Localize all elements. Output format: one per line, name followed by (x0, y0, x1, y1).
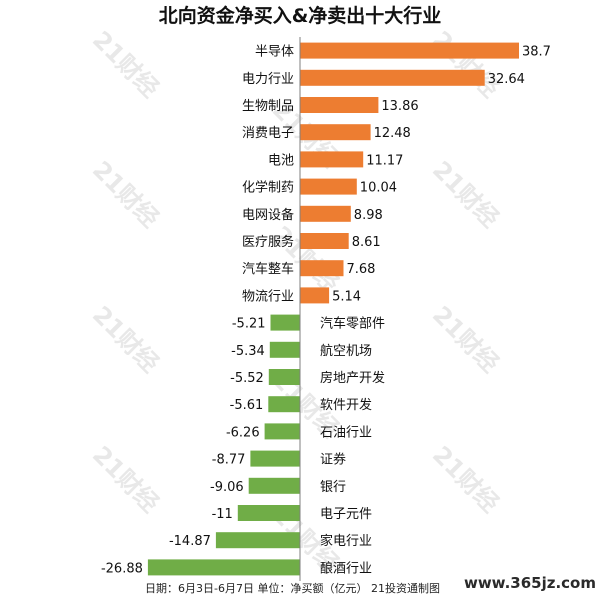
category-label: 化学制药 (242, 180, 294, 196)
bar (215, 532, 300, 549)
watermark: 21财经 (427, 156, 504, 233)
value-labels: 38.7 32.64 13.86 12.48 11.17 10.04 8.98 8.61 7.6… (101, 45, 551, 577)
watermark: 21财经 (427, 26, 504, 103)
category-label: 汽车零部件 (320, 316, 385, 332)
bar (300, 178, 357, 195)
category-label: 汽车整车 (242, 261, 294, 277)
category-label: 电力行业 (242, 72, 294, 87)
value-label: 5.14 (332, 289, 361, 304)
chart-title: 北向资金净买入&净卖出十大行业 (159, 4, 442, 27)
value-label: -9.06 (210, 480, 244, 495)
bar (300, 124, 371, 141)
watermark: 21财经 (427, 441, 504, 518)
value-label: 11.17 (366, 153, 403, 168)
category-label: 石油行业 (320, 425, 372, 440)
bar (300, 69, 485, 86)
watermark: 21财经 (427, 301, 504, 378)
bar (250, 450, 300, 467)
watermark: 21财经 (267, 221, 344, 298)
bar (300, 151, 364, 168)
bar (270, 314, 300, 331)
category-label: 生物制品 (242, 99, 294, 114)
value-label: 7.68 (347, 262, 376, 277)
category-label: 半导体 (255, 45, 294, 60)
bar (147, 559, 300, 576)
bar (248, 477, 300, 494)
footer-note: 日期：6月3日-6月7日 单位：净买额（亿元） 21投资通制图 (145, 581, 440, 595)
value-label: -14.87 (169, 534, 211, 549)
category-label: 酿酒行业 (320, 560, 372, 576)
bar (300, 205, 351, 222)
bar (264, 423, 300, 440)
value-label: -5.21 (232, 317, 266, 332)
category-labels: 半导体电力行业生物制品消费电子电池化学制药电网设备医疗服务汽车整车物流行业汽车零… (242, 45, 385, 577)
watermark: 21财经 (87, 441, 164, 518)
category-label: 物流行业 (242, 289, 294, 304)
category-label: 软件开发 (320, 397, 372, 413)
site-mark: www.365jz.com (464, 574, 596, 592)
watermark: 21财经 (87, 156, 164, 233)
value-label: 12.48 (374, 126, 411, 141)
value-label: -6.26 (226, 425, 260, 440)
bar (300, 97, 379, 113)
watermark: 21财经 (87, 301, 164, 378)
value-label: -5.34 (231, 344, 265, 359)
bar (300, 42, 519, 59)
category-label: 房地产开发 (320, 370, 385, 386)
category-label: 电子元件 (320, 507, 372, 522)
category-label: 电池 (268, 153, 294, 168)
bar (300, 233, 349, 249)
category-label: 家电行业 (320, 533, 372, 549)
watermark: 21财经 (87, 26, 164, 103)
value-label: -11 (212, 507, 233, 522)
category-label: 航空机场 (320, 343, 372, 359)
value-label: 10.04 (360, 181, 397, 196)
value-label: -26.88 (101, 561, 143, 576)
category-label: 电网设备 (242, 207, 294, 223)
value-label: -8.77 (212, 453, 246, 468)
bar (268, 369, 300, 385)
category-label: 银行 (320, 480, 346, 495)
bar (269, 341, 300, 358)
category-label: 消费电子 (242, 126, 294, 141)
value-label: 32.64 (488, 72, 525, 87)
value-label: 13.86 (381, 99, 418, 114)
value-label: 8.61 (352, 235, 381, 250)
value-label: 8.98 (354, 208, 383, 223)
value-label: 38.7 (522, 45, 551, 60)
bar (237, 505, 300, 521)
value-label: -5.52 (230, 371, 264, 386)
bar (300, 287, 330, 304)
bar (300, 260, 344, 277)
bar (268, 396, 300, 413)
category-label: 证券 (320, 452, 346, 468)
category-label: 医疗服务 (242, 234, 294, 250)
value-label: -5.61 (230, 398, 264, 413)
bars (147, 42, 519, 576)
